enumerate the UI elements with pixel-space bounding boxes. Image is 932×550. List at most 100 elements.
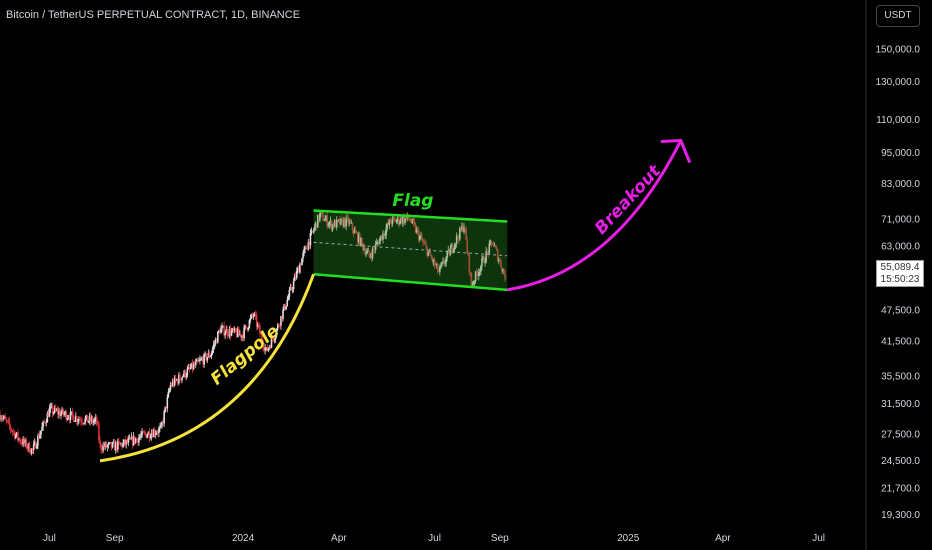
y-tick-label: 71,000.0 (881, 214, 920, 225)
candle-body (160, 424, 162, 427)
candle-body (272, 339, 275, 341)
candle-body (80, 419, 82, 422)
candle-body (248, 320, 251, 328)
candle-body (261, 334, 263, 342)
price-axis[interactable]: 150,000.0 130,000.0 110,000.0 95,000.0 83,00… (876, 44, 921, 521)
candle-body (239, 333, 241, 335)
candle-body (467, 252, 470, 255)
candle-body (71, 411, 74, 416)
candle-body (126, 439, 129, 443)
candle-body (286, 299, 289, 307)
candle-body (341, 218, 343, 220)
x-tick-label: Apr (715, 533, 731, 544)
candle-body (466, 240, 468, 253)
time-axis[interactable]: Jul Sep 2024 Apr Jul Sep 2025 Apr Jul (43, 533, 825, 544)
candle-body (405, 218, 407, 219)
candle-body (28, 443, 31, 453)
candle-body (219, 330, 221, 334)
candle-body (343, 219, 345, 227)
candle-body (158, 428, 160, 434)
candle-body (139, 436, 141, 438)
candle-body (465, 229, 467, 241)
candle-body (93, 419, 96, 422)
candle-body (222, 325, 224, 327)
candle-body (214, 339, 217, 344)
candle-body (315, 222, 318, 228)
candle-body (288, 289, 291, 297)
candle-body (170, 385, 173, 386)
candle-body (485, 250, 487, 262)
candle-body (109, 442, 112, 444)
candle-body (276, 324, 279, 329)
candle-body (263, 347, 265, 351)
candle-body (164, 406, 167, 412)
candle-body (454, 243, 457, 245)
candle-body (117, 440, 119, 450)
candle-body (96, 417, 98, 423)
candle-body (76, 416, 78, 422)
candle-body (344, 219, 346, 227)
candle-body (40, 430, 42, 435)
candle-body (181, 377, 183, 381)
candle-body (68, 417, 71, 420)
y-tick-label: 35,500.0 (881, 372, 920, 383)
candle-body (53, 407, 56, 413)
candle-body (489, 241, 492, 244)
y-tick-label: 41,500.0 (881, 336, 920, 347)
candle-body (278, 324, 280, 326)
y-tick-label: 95,000.0 (881, 148, 920, 159)
candle-body (21, 442, 23, 445)
candle-body (13, 431, 16, 439)
candle-body (267, 348, 270, 351)
candle-body (499, 260, 501, 261)
candle-body (331, 224, 334, 230)
currency-button[interactable]: USDT (876, 5, 920, 27)
candle-body (373, 249, 376, 250)
candle-body (150, 433, 153, 438)
candle-body (353, 229, 356, 234)
candle-body (225, 328, 228, 334)
candle-body (111, 442, 114, 448)
candle-body (175, 379, 178, 381)
candle-body (253, 313, 256, 316)
candle-body (38, 435, 40, 439)
candle-body (327, 224, 330, 227)
candle-body (5, 418, 8, 421)
candle-body (408, 218, 411, 220)
candle-body (335, 219, 338, 228)
candle-body (387, 223, 390, 225)
y-tick-label: 110,000.0 (876, 115, 920, 126)
candles (0, 210, 506, 456)
candle-body (106, 445, 109, 448)
candle-body (230, 331, 233, 336)
candle-body (1, 418, 3, 420)
candle-body (399, 222, 401, 224)
candle-body (302, 253, 304, 259)
candle-body (97, 422, 99, 426)
candle-body (428, 250, 431, 252)
candle-body (494, 245, 497, 248)
candle-body (262, 341, 264, 348)
candle-body (472, 282, 475, 285)
candle-body (413, 222, 416, 225)
candle-body (430, 255, 433, 259)
candle-body (332, 224, 335, 228)
candle-body (34, 441, 37, 449)
candle-body (389, 219, 392, 223)
candle-body (135, 438, 138, 440)
candle-body (69, 411, 72, 420)
candle-body (152, 430, 155, 438)
candle-body (159, 426, 161, 429)
candle-body (394, 219, 397, 223)
candle-body (321, 212, 323, 214)
candle-body (67, 417, 70, 419)
candle-body (420, 236, 422, 238)
candle-body (388, 219, 391, 225)
candle-body (251, 314, 254, 316)
candle-body (330, 220, 333, 230)
candle-body (16, 432, 18, 436)
candle-body (179, 374, 181, 380)
candle-body (441, 262, 443, 266)
candle-body (192, 364, 195, 370)
